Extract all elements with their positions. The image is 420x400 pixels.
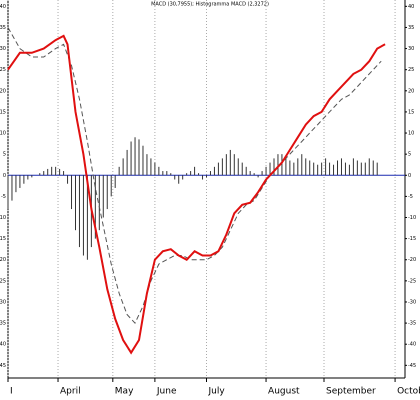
x-tick-label: May: [115, 387, 134, 397]
y-tick-label: -45: [0, 363, 6, 369]
signal-line: [7, 27, 382, 324]
y-tick-label: -35: [408, 321, 416, 327]
y-tick-label: 35: [408, 25, 414, 31]
y-tick-label: 20: [408, 88, 414, 94]
x-tick-label: June: [156, 387, 177, 397]
y-tick-label: -5: [1, 194, 6, 200]
macd-line: [7, 34, 386, 355]
x-tick-label: Octob: [397, 387, 420, 397]
y-tick-label: -5: [408, 194, 413, 200]
y-tick-label: -10: [408, 215, 416, 221]
y-tick-label: -25: [0, 278, 6, 284]
y-tick-label: 0: [3, 173, 6, 179]
x-tick-label: July: [208, 387, 226, 397]
y-tick-label: 25: [408, 67, 414, 73]
y-tick-label: 0: [408, 173, 411, 179]
y-tick-label: 25: [0, 67, 6, 73]
y-tick-label: 15: [408, 109, 414, 115]
y-tick-label: -40: [408, 342, 416, 348]
y-tick-label: 30: [0, 46, 6, 52]
y-tick-label: -10: [0, 215, 6, 221]
y-tick-label: -15: [408, 236, 416, 242]
y-tick-label: 40: [0, 4, 6, 10]
y-tick-label: 10: [0, 131, 6, 137]
x-tick-label: September: [326, 387, 376, 397]
y-tick-label: -25: [408, 278, 416, 284]
y-tick-label: 5: [408, 152, 411, 158]
y-tick-label: -45: [408, 363, 416, 369]
y-tick-label: 35: [0, 25, 6, 31]
y-tick-label: 30: [408, 46, 414, 52]
y-tick-label: 15: [0, 109, 6, 115]
y-tick-label: -20: [0, 257, 6, 263]
y-tick-label: -30: [0, 299, 6, 305]
chart-title: MACD (30,7955); Histogramma MACD (2,3272…: [151, 2, 269, 8]
x-tick-label: April: [60, 387, 81, 397]
x-tick-label: I: [10, 387, 13, 397]
y-tick-label: -40: [0, 342, 6, 348]
y-tick-label: 40: [408, 4, 414, 10]
y-tick-label: -15: [0, 236, 6, 242]
y-tick-label: 10: [408, 131, 414, 137]
y-tick-label: 5: [3, 152, 6, 158]
y-tick-label: -20: [408, 257, 416, 263]
y-tick-label: 20: [0, 88, 6, 94]
y-tick-label: -30: [408, 299, 416, 305]
y-tick-label: -35: [0, 321, 6, 327]
x-tick-label: August: [268, 387, 300, 397]
